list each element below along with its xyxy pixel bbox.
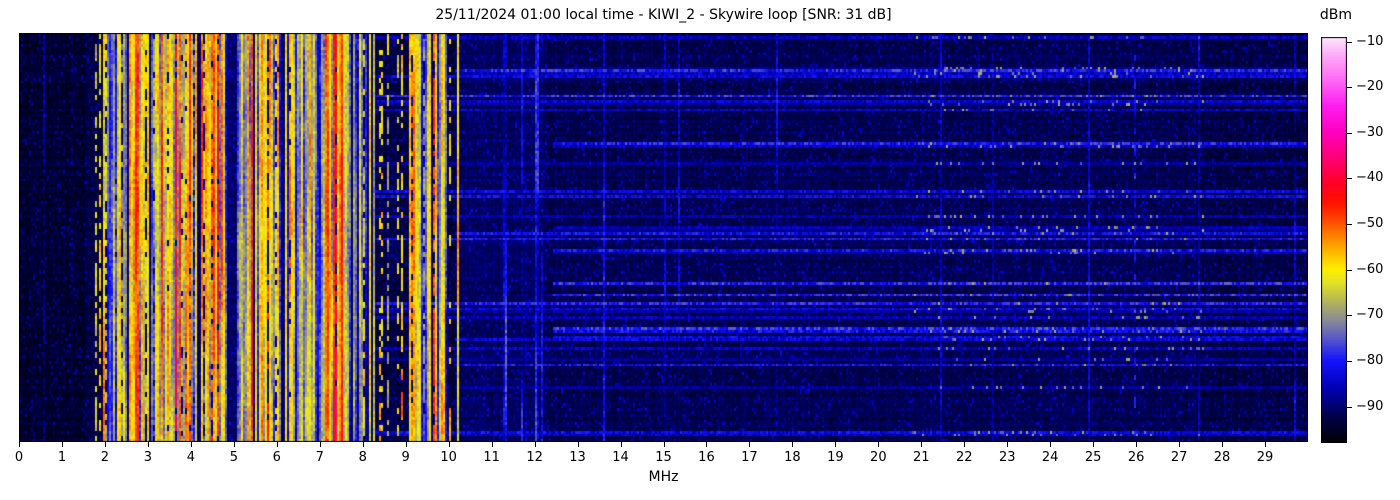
x-tick-mark <box>233 442 235 447</box>
colorbar-tick-mark <box>1347 178 1352 180</box>
colorbar-tick-mark <box>1347 87 1352 89</box>
x-tick-mark <box>921 442 923 447</box>
x-tick-label: 21 <box>913 450 930 465</box>
x-tick-mark <box>147 442 149 447</box>
colorbar-tick-label: −30 <box>1356 124 1384 140</box>
colorbar-tick-mark <box>1347 269 1352 271</box>
x-tick-mark <box>190 442 192 447</box>
x-tick-label: 12 <box>526 450 543 465</box>
figure-title: 25/11/2024 01:00 local time - KIWI_2 - S… <box>435 7 892 23</box>
x-tick-label: 22 <box>955 450 973 465</box>
colorbar-tick-mark <box>1347 224 1352 226</box>
x-tick-mark <box>1179 442 1181 447</box>
x-tick-mark <box>1050 442 1052 447</box>
x-tick-label: 27 <box>1170 450 1188 465</box>
x-tick-mark <box>534 442 536 447</box>
x-tick-label: 24 <box>1041 450 1059 465</box>
x-axis-label: MHz <box>648 469 679 485</box>
x-tick-label: 1 <box>57 450 67 465</box>
x-tick-mark <box>1136 442 1138 447</box>
x-tick-mark <box>319 442 321 447</box>
colorbar-tick-mark <box>1347 406 1352 408</box>
x-tick-label: 2 <box>100 450 110 465</box>
x-tick-mark <box>491 442 493 447</box>
x-tick-mark <box>448 442 450 447</box>
x-tick-label: 4 <box>186 450 195 465</box>
colorbar-tick-label: −50 <box>1356 215 1384 231</box>
x-tick-label: 8 <box>358 450 367 465</box>
x-tick-mark <box>878 442 880 447</box>
colorbar-tick-label: −90 <box>1356 398 1384 414</box>
x-tick-mark <box>362 442 364 447</box>
x-tick-mark <box>19 442 20 447</box>
x-tick-mark <box>964 442 966 447</box>
x-tick-mark <box>577 442 579 447</box>
x-tick-mark <box>405 442 407 447</box>
colorbar-tick-mark <box>1347 315 1352 317</box>
x-tick-mark <box>706 442 708 447</box>
x-tick-label: 3 <box>143 450 153 465</box>
x-tick-mark <box>104 442 106 447</box>
x-tick-label: 11 <box>483 450 500 465</box>
x-tick-mark <box>1222 442 1224 447</box>
x-tick-label: 28 <box>1213 450 1231 465</box>
colorbar-unit-label: dBm <box>1319 7 1353 23</box>
x-tick-label: 16 <box>698 450 715 465</box>
x-tick-label: 5 <box>229 450 238 465</box>
x-tick-label: 13 <box>569 450 586 465</box>
x-tick-label: 10 <box>440 450 457 465</box>
x-tick-mark <box>61 442 63 447</box>
colorbar-tick-label: −60 <box>1356 261 1384 277</box>
colorbar-canvas <box>1321 37 1347 443</box>
x-tick-mark <box>835 442 837 447</box>
x-tick-label: 15 <box>655 450 672 465</box>
x-tick-mark <box>620 442 622 447</box>
x-tick-mark <box>792 442 794 447</box>
x-tick-mark <box>1265 442 1267 447</box>
waterfall-heatmap-canvas <box>19 33 1308 442</box>
x-tick-label: 26 <box>1127 450 1145 465</box>
x-tick-mark <box>276 442 278 447</box>
x-tick-label: 9 <box>401 450 410 465</box>
colorbar-tick-label: −10 <box>1356 33 1384 49</box>
colorbar-tick-mark <box>1347 360 1352 362</box>
x-tick-label: 14 <box>612 450 629 465</box>
colorbar-tick-mark <box>1347 41 1352 43</box>
colorbar-tick-label: −70 <box>1356 307 1384 323</box>
colorbar-tick-mark <box>1347 132 1352 134</box>
colorbar-tick-label: −80 <box>1356 352 1384 368</box>
x-tick-mark <box>1093 442 1095 447</box>
colorbar-tick-label: −40 <box>1356 170 1384 186</box>
x-tick-label: 29 <box>1256 450 1274 465</box>
x-tick-mark <box>749 442 751 447</box>
x-tick-label: 6 <box>272 450 281 465</box>
x-tick-label: 19 <box>827 450 844 465</box>
x-tick-label: 18 <box>784 450 801 465</box>
x-tick-label: 25 <box>1084 450 1102 465</box>
x-tick-label: 20 <box>870 450 887 465</box>
x-tick-label: 17 <box>741 450 758 465</box>
x-tick-mark <box>1007 442 1009 447</box>
x-tick-mark <box>663 442 665 447</box>
x-tick-label: 7 <box>315 450 324 465</box>
colorbar-tick-label: −20 <box>1356 78 1384 94</box>
x-tick-label: 23 <box>998 450 1016 465</box>
x-tick-label: 0 <box>14 450 24 465</box>
